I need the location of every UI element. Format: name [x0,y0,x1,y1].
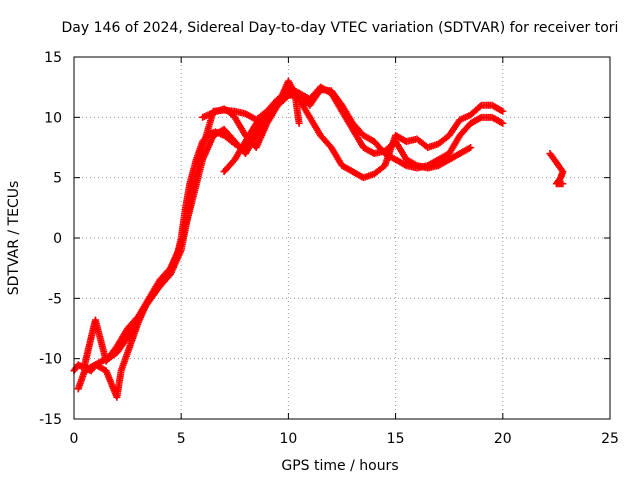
y-axis-label: SDTVAR / TECUs [6,181,22,296]
data-point-marker [465,144,473,152]
y-tick-label: 5 [53,171,62,187]
data-point-marker [283,90,291,98]
data-point-marker [476,114,484,122]
tick-labels: 0 5 10 15 20 25 -15 -10 -5 0 5 10 15 [39,50,619,447]
y-tick-label: -15 [39,412,62,428]
data-point-marker [467,144,475,151]
series-6 [546,150,567,188]
x-axis-label: GPS time / hours [281,458,398,474]
y-tick-label: 0 [53,231,62,247]
series-1 [70,83,475,375]
series-3 [74,89,507,401]
x-tick-label: 0 [70,431,79,447]
data-point-marker [499,107,507,115]
x-tick-label: 15 [387,431,405,447]
data-points [70,77,567,401]
data-point-marker [497,106,505,114]
chart-title: Day 146 of 2024, Sidereal Day-to-day VTE… [62,20,619,36]
data-point-marker [295,119,303,127]
series-2 [81,83,507,369]
data-point-marker [559,180,567,188]
x-tick-label: 25 [601,431,619,447]
x-tick-label: 10 [279,431,297,447]
series-5 [220,89,292,176]
grid-lines [74,57,610,419]
x-tick-label: 20 [494,431,512,447]
y-tick-label: 15 [44,50,62,66]
data-point-marker [284,89,292,97]
data-point-marker [401,161,409,169]
x-tick-label: 5 [177,431,186,447]
plot-frame [73,56,611,420]
y-tick-label: 10 [44,110,62,126]
data-point-marker [499,119,507,127]
data-point-marker [497,119,505,127]
y-tick-label: -10 [39,352,62,368]
y-tick-label: -5 [48,291,62,307]
